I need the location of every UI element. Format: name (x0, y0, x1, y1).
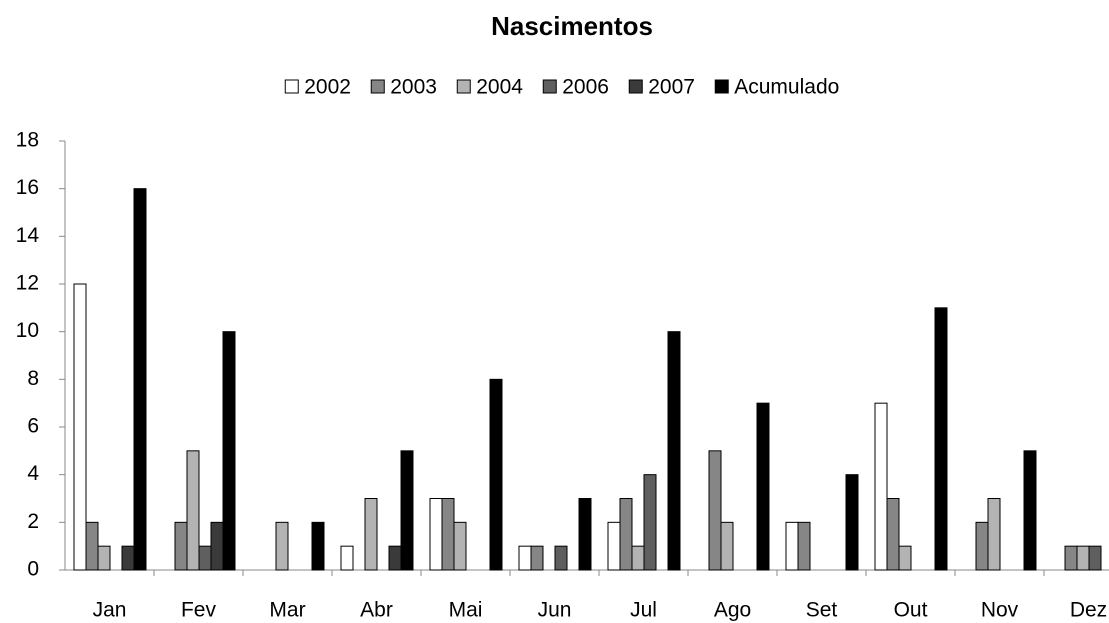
bar (886, 498, 900, 571)
x-tick-label: Jul (630, 599, 657, 622)
legend-swatch (542, 79, 557, 94)
bar (667, 331, 681, 571)
bar (311, 521, 325, 571)
legend-swatch (456, 79, 471, 94)
x-tick-label: Ago (714, 599, 751, 622)
bar (1088, 545, 1102, 571)
bar (874, 402, 888, 571)
chart-title: Nascimentos (491, 11, 653, 41)
y-tick-label: 18 (16, 129, 39, 152)
bar (275, 521, 289, 571)
bar (1023, 450, 1037, 571)
bar (554, 545, 568, 571)
bar (441, 498, 455, 571)
bar (97, 545, 111, 571)
bar (934, 307, 948, 571)
bar (785, 521, 799, 571)
bar (489, 378, 503, 571)
x-tick-label: Jan (93, 599, 127, 622)
bar (429, 498, 443, 571)
legend-swatch (284, 79, 299, 94)
legend-swatch (628, 79, 643, 94)
bar (797, 521, 811, 571)
y-tick-label: 14 (16, 224, 40, 247)
bar (400, 450, 414, 571)
bar (121, 545, 135, 571)
bar (898, 545, 912, 571)
bar (388, 545, 402, 571)
legend-label: 2007 (648, 76, 695, 99)
bar (631, 545, 645, 571)
x-tick-label: Abr (360, 599, 393, 622)
x-tick-label: Mar (269, 599, 305, 622)
bar (756, 402, 770, 571)
y-tick-label: 2 (27, 510, 39, 533)
bar (364, 498, 378, 571)
y-tick-label: 16 (16, 176, 39, 199)
bar (975, 521, 989, 571)
x-tick-label: Jun (538, 599, 572, 622)
legend-swatch (714, 79, 729, 94)
y-tick-label: 8 (27, 367, 39, 390)
legend-label: Acumulado (734, 76, 839, 99)
bar (643, 474, 657, 571)
bar (133, 188, 147, 571)
x-tick-label: Nov (981, 599, 1019, 622)
bar (987, 498, 1001, 571)
bar (530, 545, 544, 571)
y-tick-label: 12 (16, 272, 39, 295)
bar (340, 545, 354, 571)
legend-label: 2006 (562, 76, 609, 99)
bar (85, 521, 99, 571)
bar (1076, 545, 1090, 571)
legend-label: 2004 (476, 76, 523, 99)
bar (619, 498, 633, 571)
bar (73, 283, 87, 571)
bar (578, 498, 592, 571)
y-tick-label: 0 (27, 558, 39, 581)
y-tick-label: 4 (27, 462, 39, 485)
bar (210, 521, 224, 571)
legend-label: 2002 (304, 76, 351, 99)
bar (174, 521, 188, 571)
bar (607, 521, 621, 571)
x-tick-label: Mai (449, 599, 483, 622)
bar (198, 545, 212, 571)
y-tick-label: 6 (27, 415, 39, 438)
bar (186, 450, 200, 571)
bar (453, 521, 467, 571)
bar (720, 521, 734, 571)
bar (222, 331, 236, 571)
x-tick-label: Dez (1070, 599, 1107, 622)
bar (1064, 545, 1078, 571)
legend-swatch (370, 79, 385, 94)
x-tick-label: Set (806, 599, 838, 622)
bar (518, 545, 532, 571)
x-tick-label: Fev (181, 599, 217, 622)
y-tick-label: 10 (16, 319, 39, 342)
bar (708, 450, 722, 571)
x-tick-label: Out (894, 599, 928, 622)
bar (845, 474, 859, 571)
legend-label: 2003 (390, 76, 437, 99)
